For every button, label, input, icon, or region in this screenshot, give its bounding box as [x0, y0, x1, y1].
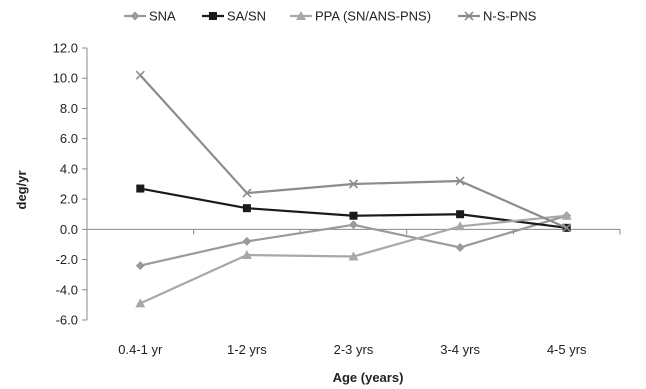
data-point-sna	[242, 236, 252, 246]
legend-label: SNA	[149, 9, 176, 24]
data-point-sa-sn	[136, 184, 145, 193]
y-tick-label: 10.0	[53, 71, 78, 86]
series-layer	[135, 70, 572, 308]
y-tick-label: 2.0	[60, 192, 78, 207]
y-tick-label: 8.0	[60, 101, 78, 116]
legend-item-sa-sn: SA/SN	[202, 9, 266, 24]
data-point-sna	[349, 220, 358, 230]
data-point-ppa-sn-ans-pns	[561, 210, 572, 220]
legend-item-ppa-sn-ans-pns: PPA (SN/ANS-PNS)	[290, 9, 431, 24]
data-point-sna	[455, 242, 465, 252]
x-tick-label: 4-5 yrs	[547, 342, 587, 357]
y-tick-label: -4.0	[56, 282, 78, 297]
legend-swatch-marker	[130, 11, 140, 21]
y-tick-label: 12.0	[53, 41, 78, 56]
x-axis-tick-labels: 0.4-1 yr 1-2 yrs 2-3 yrs 3-4 yrs 4-5 yrs	[86, 229, 621, 357]
series-ppa-sn-ans-pns	[135, 210, 572, 308]
legend-label: SA/SN	[227, 9, 266, 24]
y-tick-label: -6.0	[56, 313, 78, 328]
y-tick-label: 6.0	[60, 131, 78, 146]
y-axis-title: deg/yr	[14, 170, 29, 209]
data-point-ppa-sn-ans-pns	[348, 251, 359, 261]
series-sna	[135, 211, 572, 271]
x-tick-label: 1-2 yrs	[227, 342, 267, 357]
data-point-n-s-pns	[455, 176, 465, 186]
series-n-s-pns	[135, 70, 572, 233]
x-tick-label: 3-4 yrs	[440, 342, 480, 357]
data-point-n-s-pns	[135, 70, 145, 80]
y-tick-label: -2.0	[56, 252, 78, 267]
x-tick-label: 0.4-1 yr	[118, 342, 163, 357]
legend-swatch-marker	[464, 11, 474, 21]
legend-swatch-marker	[296, 11, 306, 20]
legend-swatch-marker	[209, 12, 217, 20]
legend: SNA SA/SN PPA (SN/ANS-PNS) N-S-PNS	[124, 9, 537, 24]
y-axis-tick-labels: 12.0 10.0 8.0 6.0 4.0 2.0 0.0 -2.0 -4.0 -6.0	[53, 41, 87, 328]
data-point-sa-sn	[242, 204, 251, 213]
data-point-sna	[135, 261, 145, 271]
data-point-ppa-sn-ans-pns	[135, 298, 146, 308]
data-point-n-s-pns	[242, 188, 252, 198]
legend-label: PPA (SN/ANS-PNS)	[315, 9, 431, 24]
data-point-ppa-sn-ans-pns	[241, 250, 252, 260]
data-point-ppa-sn-ans-pns	[455, 221, 466, 231]
data-point-n-s-pns	[562, 223, 572, 233]
legend-item-sna: SNA	[124, 9, 176, 24]
y-tick-label: 0.0	[60, 222, 78, 237]
y-tick-label: 4.0	[60, 161, 78, 176]
legend-label: N-S-PNS	[483, 9, 537, 24]
series-line-n-s-pns	[139, 74, 568, 229]
data-point-sa-sn	[349, 211, 358, 220]
data-point-n-s-pns	[348, 179, 359, 189]
x-tick-label: 2-3 yrs	[334, 342, 374, 357]
x-axis-title: Age (years)	[333, 370, 404, 385]
data-point-sa-sn	[456, 210, 465, 219]
legend-item-n-s-pns: N-S-PNS	[458, 9, 537, 24]
